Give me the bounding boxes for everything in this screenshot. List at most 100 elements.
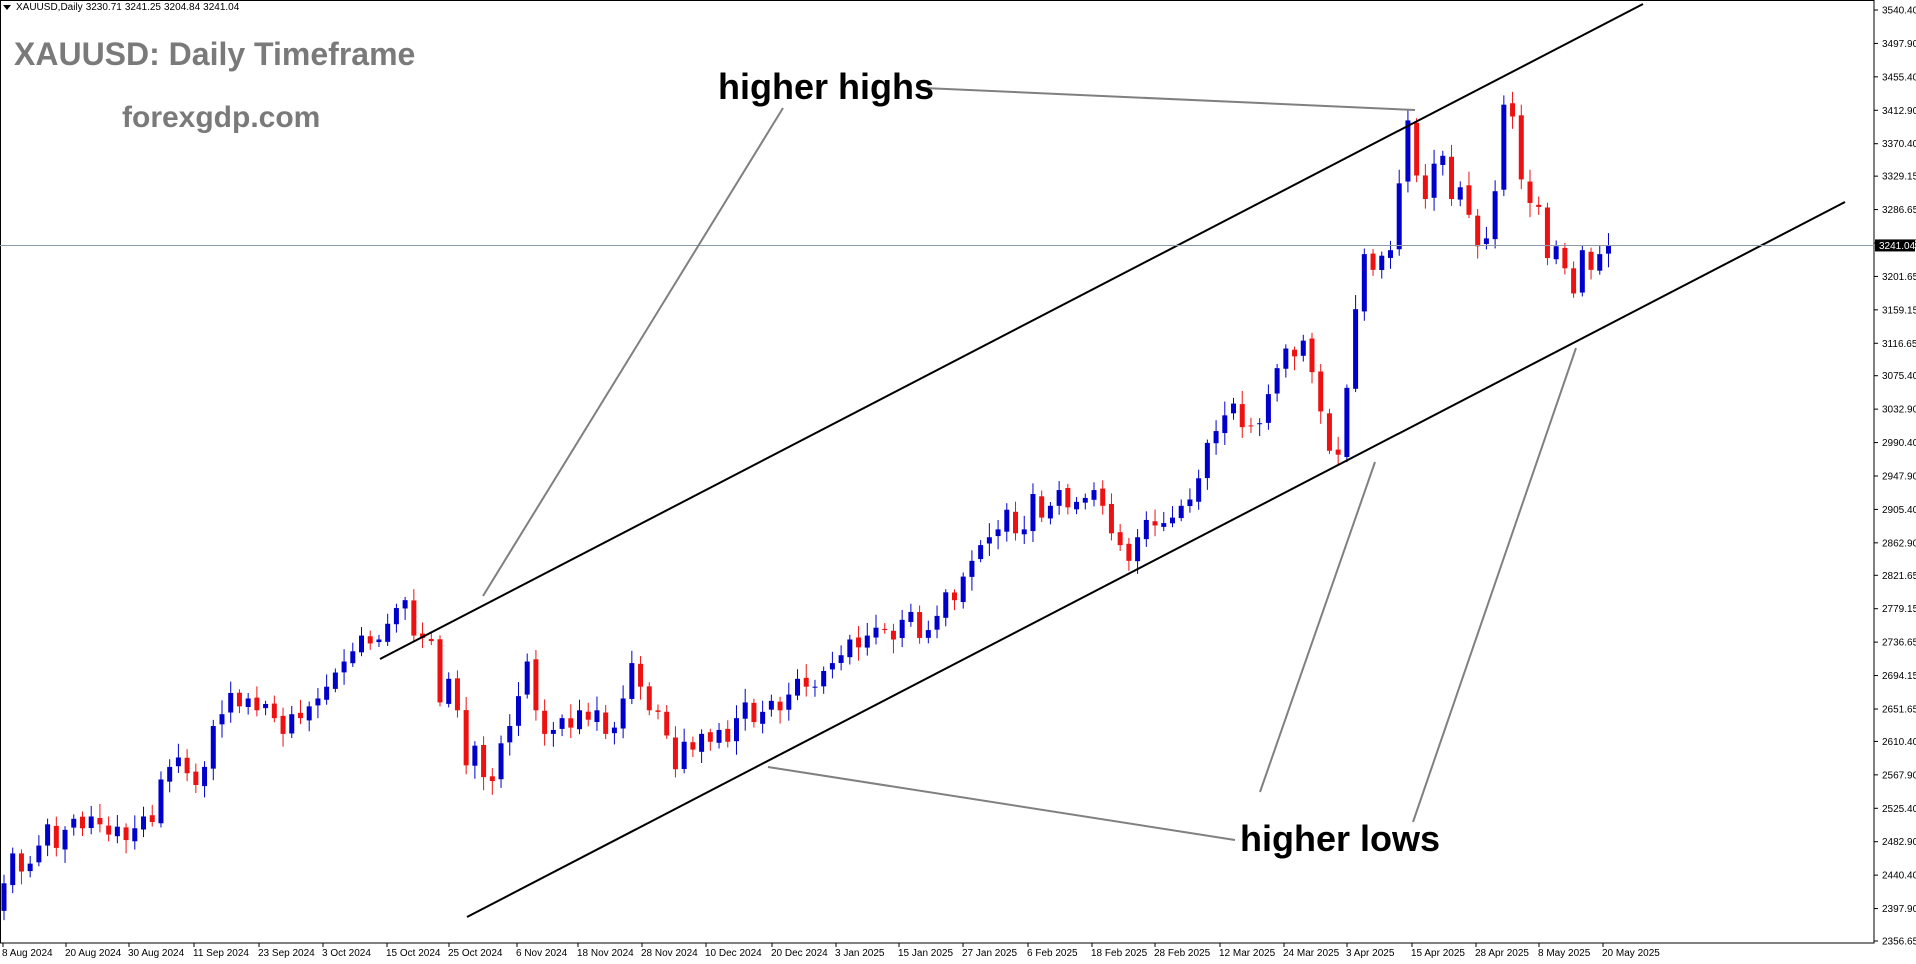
candle-body <box>1379 255 1385 270</box>
candle-body <box>210 726 216 769</box>
candle-body <box>1292 349 1298 357</box>
candle-body <box>132 828 138 842</box>
candle-body <box>1187 499 1193 507</box>
x-tick-label: 25 Oct 2024 <box>448 948 503 959</box>
candle-body <box>1065 487 1071 508</box>
candle-body <box>1309 338 1315 373</box>
candle-body <box>829 663 835 670</box>
candle-body <box>768 700 774 710</box>
x-tick-label: 15 Jan 2025 <box>898 948 953 959</box>
candle-body <box>1457 187 1463 200</box>
candle-body <box>1143 519 1149 540</box>
candle-body <box>324 686 330 700</box>
candle-body <box>1231 403 1237 414</box>
candle-body <box>376 639 382 643</box>
candle-body <box>1387 250 1393 258</box>
candle-body <box>141 816 147 830</box>
y-tick-label: 2610.40 <box>1882 737 1916 748</box>
dropdown-triangle-icon[interactable] <box>3 5 11 10</box>
candle-body <box>925 630 931 638</box>
candle-body <box>890 630 896 640</box>
candle-body <box>1553 246 1559 260</box>
y-tick-label: 2947.90 <box>1882 471 1916 482</box>
candle-body <box>219 714 225 725</box>
candle-body <box>263 703 269 709</box>
candle-body <box>71 818 77 828</box>
y-tick-label: 2862.90 <box>1882 538 1916 549</box>
x-tick-label: 15 Oct 2024 <box>386 948 441 959</box>
candle-body <box>1605 245 1611 254</box>
y-tick-label: 3455.40 <box>1882 72 1916 83</box>
candle-body <box>254 697 260 711</box>
candle-body <box>1414 122 1420 176</box>
candle-body <box>1475 215 1481 247</box>
candle-body <box>402 600 408 609</box>
y-tick-label: 2779.15 <box>1882 604 1916 615</box>
lows-connector-3 <box>1412 347 1577 823</box>
candle-body <box>228 692 234 713</box>
candle-body <box>1013 511 1019 534</box>
candle-body <box>472 745 478 766</box>
candle-body <box>603 712 609 734</box>
x-tick-label: 28 Feb 2025 <box>1154 948 1211 959</box>
candle-body <box>481 744 487 778</box>
x-tick-label: 20 Dec 2024 <box>771 948 828 959</box>
x-tick-label: 24 Mar 2025 <box>1283 948 1340 959</box>
candle-body <box>446 678 452 704</box>
candle-body <box>18 853 24 872</box>
symbol-label: XAUUSD,Daily <box>16 2 83 13</box>
candle-body <box>899 619 905 639</box>
candle-body <box>638 663 644 687</box>
y-tick-label: 2356.65 <box>1882 937 1916 948</box>
lows-connector-1 <box>767 766 1236 841</box>
y-tick-label: 3286.65 <box>1882 205 1916 216</box>
y-tick-label: 2651.65 <box>1882 704 1916 715</box>
candle-body <box>1169 517 1175 524</box>
candle-body <box>550 729 556 734</box>
candle-body <box>236 692 242 707</box>
candle-body <box>707 732 713 742</box>
candle-body <box>803 677 809 687</box>
candle-body <box>1344 387 1350 458</box>
highs-connector-1 <box>923 87 1416 111</box>
x-tick-label: 30 Aug 2024 <box>128 948 185 959</box>
candle-body <box>1422 175 1428 200</box>
candle-body <box>1536 204 1542 207</box>
candle-body <box>1074 501 1080 510</box>
candle-body <box>542 710 548 734</box>
candle-body <box>428 639 434 642</box>
candle-body <box>934 615 940 630</box>
candle-body <box>367 636 373 644</box>
candle-body <box>1204 442 1210 479</box>
candle-body <box>969 560 975 577</box>
current-price-label: 3241.04 <box>1879 241 1916 252</box>
x-tick-label: 28 Nov 2024 <box>641 948 698 959</box>
candle-body <box>167 766 173 782</box>
candle-body <box>917 612 923 638</box>
candle-body <box>620 698 626 729</box>
candle-body <box>106 825 112 835</box>
x-tick-label: 8 Aug 2024 <box>2 948 53 959</box>
candle-body <box>359 635 365 653</box>
candle-body <box>515 696 521 726</box>
candle-body <box>960 576 966 603</box>
candle-body <box>193 771 199 786</box>
x-tick-label: 8 May 2025 <box>1538 948 1591 959</box>
candle-body <box>306 706 312 721</box>
candle-body <box>1335 449 1341 455</box>
y-tick-label: 2482.90 <box>1882 837 1916 848</box>
candle-body <box>280 715 286 734</box>
candle-body <box>986 537 992 544</box>
candle-body <box>690 742 696 750</box>
candle-body <box>53 825 59 848</box>
candle-body <box>1135 537 1141 562</box>
candle-body <box>568 718 574 728</box>
y-tick-label: 3201.65 <box>1882 272 1916 283</box>
candle-body <box>873 627 879 638</box>
candle-body <box>1449 156 1455 200</box>
candle-body <box>777 701 783 711</box>
y-tick-label: 2821.65 <box>1882 571 1916 582</box>
candle-body <box>1030 494 1036 532</box>
candle-body <box>123 827 129 841</box>
